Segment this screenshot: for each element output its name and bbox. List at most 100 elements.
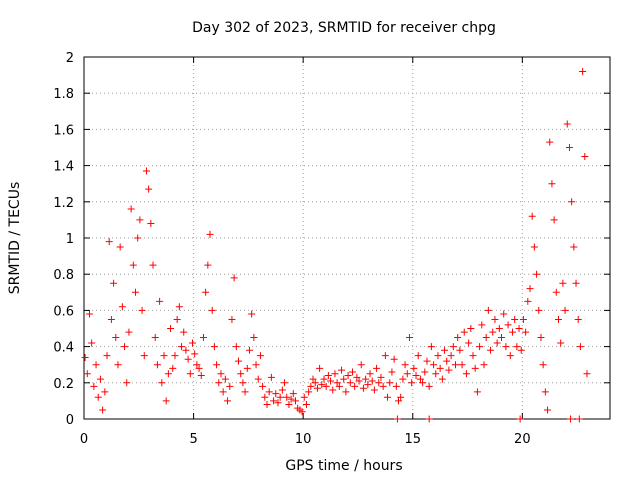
data-point (250, 334, 258, 342)
data-point (307, 382, 315, 390)
data-point (305, 388, 313, 396)
data-point (252, 361, 260, 369)
data-point (355, 377, 363, 385)
data-point (151, 334, 159, 342)
data-point (476, 343, 484, 351)
data-point (522, 328, 530, 336)
data-point (158, 379, 166, 387)
data-point (524, 297, 532, 305)
data-point (493, 339, 501, 347)
data-point (96, 375, 104, 383)
data-point (224, 397, 232, 405)
data-point (395, 397, 403, 405)
data-point (125, 328, 133, 336)
data-point (134, 234, 142, 242)
data-point (416, 375, 424, 383)
data-point (393, 415, 401, 423)
data-point (471, 364, 479, 372)
data-point (482, 334, 490, 342)
data-point (568, 198, 576, 206)
plot-area-border (83, 56, 611, 420)
data-point (364, 381, 372, 389)
data-point (346, 379, 354, 387)
grid-lines (84, 57, 610, 419)
data-point (438, 375, 446, 383)
y-tick-label: 1 (66, 232, 74, 247)
data-point (182, 346, 190, 354)
data-point (270, 397, 278, 405)
data-point (410, 364, 418, 372)
data-point (121, 343, 129, 351)
data-point (557, 339, 565, 347)
data-point (208, 306, 216, 314)
data-point (498, 334, 506, 342)
data-point (548, 180, 556, 188)
data-point (324, 372, 332, 380)
data-point (241, 388, 249, 396)
data-point (309, 375, 317, 383)
data-point (370, 386, 378, 394)
y-tick-label: 0.6 (53, 304, 74, 319)
y-tick-label: 1.4 (53, 160, 74, 175)
data-point (506, 352, 514, 360)
data-point (392, 382, 400, 390)
x-tick-label: 20 (514, 432, 531, 447)
data-point (140, 352, 148, 360)
data-point (167, 325, 175, 332)
data-point (451, 361, 459, 369)
data-point (565, 144, 573, 151)
data-point (186, 370, 194, 378)
data-point (107, 315, 115, 323)
y-tick-label: 0.2 (53, 377, 74, 392)
data-point (331, 370, 339, 378)
data-point (504, 321, 512, 329)
data-point (123, 379, 131, 387)
y-tick-label: 2 (66, 51, 74, 66)
data-point (517, 346, 525, 354)
data-point (357, 361, 365, 369)
data-point (436, 364, 444, 372)
data-point (530, 243, 538, 251)
data-point (285, 401, 293, 409)
data-point (313, 384, 321, 392)
data-point (215, 379, 223, 387)
data-point (191, 350, 199, 358)
data-point (193, 361, 201, 369)
data-point (322, 382, 330, 390)
data-point (489, 328, 497, 336)
data-point (311, 379, 319, 387)
y-tick-label: 0.8 (53, 268, 74, 283)
data-point (344, 372, 352, 380)
data-point (434, 352, 442, 360)
x-axis-ticks: 0 5 10 15 20 (80, 57, 531, 447)
data-point (454, 334, 462, 342)
x-tick-label: 15 (404, 432, 421, 447)
data-point (390, 355, 398, 363)
data-point (259, 382, 267, 390)
data-point (533, 270, 541, 278)
data-point (375, 379, 383, 387)
data-point (195, 364, 203, 372)
data-point (397, 393, 405, 401)
data-point (430, 361, 438, 369)
data-point (552, 288, 560, 296)
data-point (138, 306, 146, 314)
y-axis-label: SRMTID / TECUs (7, 182, 23, 295)
data-point (579, 67, 587, 75)
data-point (572, 279, 580, 287)
data-point (263, 401, 271, 409)
data-point (142, 167, 150, 175)
data-point (160, 352, 168, 360)
data-point (539, 361, 547, 369)
data-point (381, 352, 389, 360)
data-point (316, 364, 324, 372)
data-point (206, 230, 214, 238)
data-point (85, 310, 93, 318)
y-tick-label: 1.2 (53, 196, 74, 211)
y-axis-ticks: 0 0.2 0.4 0.6 0.8 1 1.2 1.4 1.6 1.8 2 (53, 51, 610, 428)
data-point (449, 343, 457, 351)
data-point (147, 220, 155, 228)
data-point (81, 353, 89, 361)
data-point (528, 212, 536, 220)
data-point (511, 315, 519, 323)
